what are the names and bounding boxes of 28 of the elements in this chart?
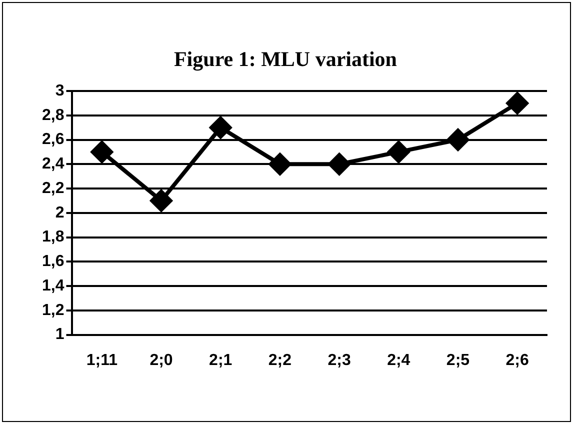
point [446, 128, 469, 151]
point [150, 190, 172, 212]
point [210, 116, 232, 139]
y-tick-label: 1 [55, 326, 64, 344]
y-tick-label: 1,6 [42, 253, 64, 270]
y-tick-label: 2,8 [42, 106, 64, 124]
x-tick-label: 2;2 [268, 352, 292, 369]
y-tick-label: 1,8 [42, 228, 64, 246]
y-tick-label: 2 [55, 204, 64, 222]
y-tick-label: 3 [55, 82, 64, 100]
x-tick-label: 2;3 [328, 352, 351, 369]
x-tick-label: 2;0 [150, 352, 173, 369]
y-tick-label: 2,2 [42, 180, 64, 197]
x-tick-label: 1;11 [86, 352, 118, 369]
chart-title: Figure 1: MLU variation [172, 47, 398, 72]
y-tick-label: 1,2 [42, 302, 64, 319]
x-tick-label: 2;5 [446, 352, 470, 369]
y-tick-label: 1,4 [42, 277, 64, 294]
point [328, 153, 350, 176]
point [388, 140, 410, 163]
y-tick-label: 2,6 [42, 131, 64, 148]
point [268, 153, 291, 176]
x-tick-label: 2;6 [506, 352, 529, 369]
x-tick-label: 2;4 [387, 352, 410, 369]
y-tick-label: 2,4 [42, 156, 64, 173]
point [506, 92, 528, 114]
x-tick-label: 2;1 [209, 352, 232, 369]
point [90, 140, 113, 163]
